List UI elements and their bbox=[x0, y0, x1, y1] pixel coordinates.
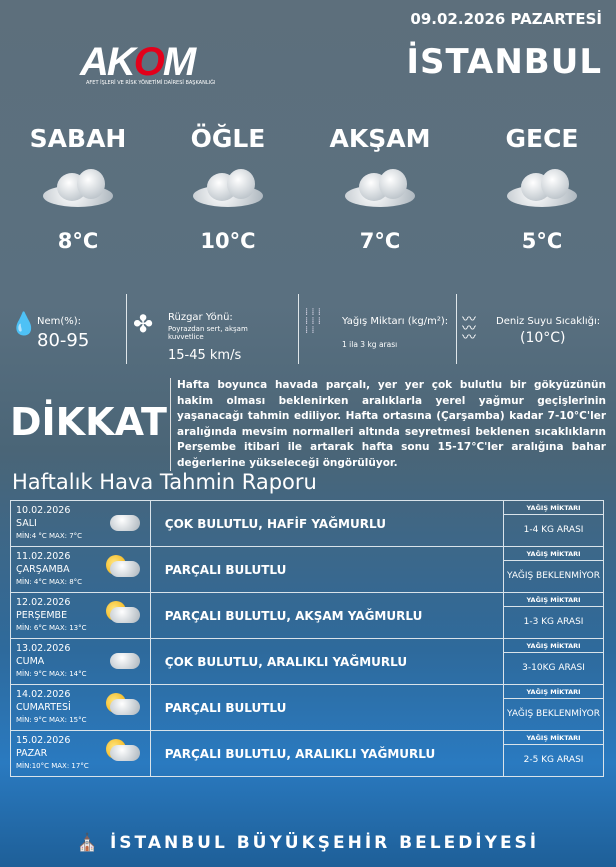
cloud-icon bbox=[193, 169, 263, 209]
row-rain: 1-4 KG ARASI bbox=[523, 525, 584, 535]
ibb-footer: ⛪ İSTANBUL BÜYÜKŞEHİR BELEDİYESİ bbox=[0, 833, 616, 853]
period-name: ÖĞLE bbox=[190, 124, 266, 153]
drop-icon: 💧 bbox=[10, 312, 38, 337]
pinwheel-icon: ✤ bbox=[133, 310, 154, 338]
row-minmax: MİN:10°C MAX: 17°C bbox=[16, 762, 89, 770]
weekly-title: Haftalık Hava Tahmin Raporu bbox=[12, 470, 317, 494]
row-rain: YAĞIŞ BEKLENMİYOR bbox=[507, 709, 601, 719]
row-minmax: MİN: 4°C MAX: 8°C bbox=[16, 578, 83, 586]
rain-header: YAĞIŞ MİKTARI bbox=[504, 594, 603, 607]
period-temp: 10°C bbox=[200, 229, 256, 253]
rain-value: 1 ila 3 kg arası bbox=[342, 340, 398, 349]
warning-title: DİKKAT bbox=[10, 400, 167, 444]
wind-label: Rüzgar Yönü: bbox=[168, 312, 233, 323]
partly-cloudy-icon bbox=[102, 691, 142, 721]
rain-header: YAĞIŞ MİKTARI bbox=[504, 686, 603, 699]
row-desc: PARÇALI BULUTLU bbox=[149, 546, 505, 593]
row-minmax: MİN: 6°C MAX: 13°C bbox=[16, 624, 87, 632]
row-minmax: MİN: 9°C MAX: 15°C bbox=[16, 716, 87, 724]
row-date: 10.02.2026 bbox=[16, 505, 71, 516]
waves-icon: 〰〰〰 bbox=[462, 312, 476, 346]
row-day: SALI bbox=[16, 518, 37, 529]
row-minmax: MİN: 9°C MAX: 14°C bbox=[16, 670, 87, 678]
period-name: GECE bbox=[505, 124, 579, 153]
row-rain: 2-5 KG ARASI bbox=[523, 755, 584, 765]
rain-icon: ⁞ ⁞ ⁞ ⁞ ⁞ ⁞ ⁞ ⁞ bbox=[305, 307, 321, 336]
city-title: İSTANBUL bbox=[406, 42, 602, 82]
humidity-value: 80-95 bbox=[37, 330, 90, 351]
period-0: SABAH 8°C bbox=[8, 124, 148, 253]
forecast-row: 13.02.2026 CUMA MİN: 9°C MAX: 14°C ÇOK B… bbox=[10, 638, 604, 685]
row-desc: PARÇALI BULUTLU, ARALIKLI YAĞMURLU bbox=[149, 730, 505, 777]
footer-text: İSTANBUL BÜYÜKŞEHİR BELEDİYESİ bbox=[109, 833, 540, 853]
logo-subtitle: AFET İŞLERİ VE RİSK YÖNETİMİ DAİRESİ BAŞ… bbox=[86, 80, 216, 86]
period-temp: 7°C bbox=[359, 229, 401, 253]
row-date: 13.02.2026 bbox=[16, 643, 71, 654]
row-rain: 1-3 KG ARASI bbox=[523, 617, 584, 627]
rain-cloud-icon bbox=[345, 169, 415, 209]
partly-cloudy-icon bbox=[102, 553, 142, 583]
forecast-row: 12.02.2026 PERŞEMBE MİN: 6°C MAX: 13°C P… bbox=[10, 592, 604, 639]
rain-header: YAĞIŞ MİKTARI bbox=[504, 502, 603, 515]
row-minmax: MİN:4 °C MAX: 7°C bbox=[16, 532, 83, 540]
period-1: ÖĞLE 10°C bbox=[158, 124, 298, 253]
row-rain: YAĞIŞ BEKLENMİYOR bbox=[507, 571, 601, 581]
period-temp: 8°C bbox=[57, 229, 99, 253]
rain-cloud-icon bbox=[507, 169, 577, 209]
period-3: GECE 5°C bbox=[472, 124, 612, 253]
rain-cloud-icon bbox=[102, 645, 142, 675]
row-desc: PARÇALI BULUTLU bbox=[149, 684, 505, 731]
forecast-row: 15.02.2026 PAZAR MİN:10°C MAX: 17°C PARÇ… bbox=[10, 730, 604, 777]
humidity-label: Nem(%): bbox=[37, 316, 82, 327]
row-day: PAZAR bbox=[16, 748, 48, 759]
weekly-table: 10.02.2026 SALI MİN:4 °C MAX: 7°C ÇOK BU… bbox=[10, 500, 604, 777]
rain-label: Yağış Miktarı (kg/m²): bbox=[342, 316, 449, 327]
period-2: AKŞAM 7°C bbox=[310, 124, 450, 253]
ibb-logo-icon: ⛪ bbox=[76, 833, 110, 853]
forecast-row: 14.02.2026 CUMARTESİ MİN: 9°C MAX: 15°C … bbox=[10, 684, 604, 731]
row-date: 15.02.2026 bbox=[16, 735, 71, 746]
warning-text: Hafta boyunca havada parçalı, yer yer ço… bbox=[170, 378, 606, 471]
wind-desc: Poyrazdan sert, akşam kuvvetlice bbox=[168, 325, 248, 341]
rain-header: YAĞIŞ MİKTARI bbox=[504, 732, 603, 745]
period-name: AKŞAM bbox=[329, 124, 431, 153]
report-date: 09.02.2026 PAZARTESİ bbox=[410, 10, 602, 28]
row-day: PERŞEMBE bbox=[16, 610, 68, 621]
row-desc: PARÇALI BULUTLU, AKŞAM YAĞMURLU bbox=[149, 592, 505, 639]
row-desc: ÇOK BULUTLU, ARALIKLI YAĞMURLU bbox=[149, 638, 505, 685]
row-rain: 3-10KG ARASI bbox=[522, 663, 585, 673]
info-bar: 💧 Nem(%): 80-95 ✤ Rüzgar Yönü: Poyrazdan… bbox=[0, 288, 616, 364]
partly-cloudy-icon bbox=[102, 599, 142, 629]
row-date: 14.02.2026 bbox=[16, 689, 71, 700]
partly-cloudy-rain-icon bbox=[102, 737, 142, 767]
period-name: SABAH bbox=[29, 124, 127, 153]
akom-logo: AKOM bbox=[80, 40, 196, 84]
row-day: ÇARŞAMBA bbox=[16, 564, 70, 575]
sea-value: (10°C) bbox=[520, 330, 566, 346]
row-day: CUMA bbox=[16, 656, 45, 667]
sea-label: Deniz Suyu Sıcaklığı: bbox=[496, 316, 601, 327]
period-temp: 5°C bbox=[521, 229, 563, 253]
rain-cloud-icon bbox=[102, 507, 142, 537]
forecast-row: 10.02.2026 SALI MİN:4 °C MAX: 7°C ÇOK BU… bbox=[10, 500, 604, 547]
forecast-row: 11.02.2026 ÇARŞAMBA MİN: 4°C MAX: 8°C PA… bbox=[10, 546, 604, 593]
cloud-icon bbox=[43, 169, 113, 209]
rain-header: YAĞIŞ MİKTARI bbox=[504, 548, 603, 561]
row-desc: ÇOK BULUTLU, HAFİF YAĞMURLU bbox=[149, 500, 505, 547]
row-date: 12.02.2026 bbox=[16, 597, 71, 608]
rain-header: YAĞIŞ MİKTARI bbox=[504, 640, 603, 653]
row-date: 11.02.2026 bbox=[16, 551, 71, 562]
row-day: CUMARTESİ bbox=[16, 702, 71, 713]
wind-value: 15-45 km/s bbox=[168, 348, 242, 363]
